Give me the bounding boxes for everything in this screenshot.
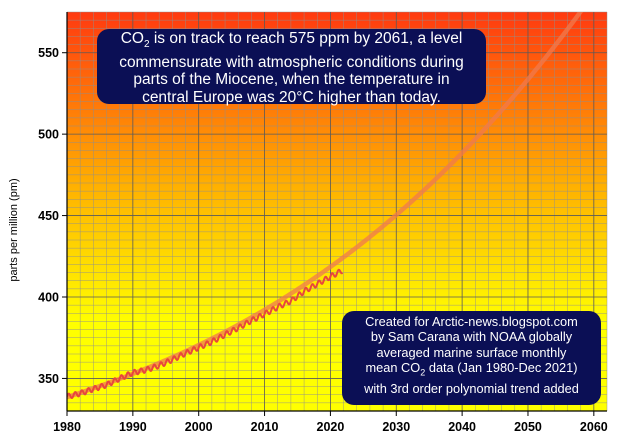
y-axis-label-wrap: parts per million (pm) [4, 130, 24, 330]
y-tick-label: 550 [38, 46, 59, 60]
x-ticks: 1980 1990 2000 2010 2020 2030 2040 2050 2060 [53, 411, 608, 434]
y-tick-label: 450 [38, 209, 59, 223]
x-tick-label: 2020 [317, 420, 345, 434]
y-tick-label: 400 [38, 291, 59, 305]
y-tick-label: 500 [38, 128, 59, 142]
annotation-top-line-2: commensurate with atmospheric conditions… [119, 53, 464, 71]
annotation-top-line-3: parts of the Miocene, when the temperatu… [133, 71, 450, 89]
annotation-bottom-line-1: Created for Arctic-news.blogspot.com [365, 314, 578, 329]
x-tick-label: 2010 [251, 420, 279, 434]
trend-line [67, 12, 584, 400]
annotation-box-top: CO2 is on track to reach 575 ppm by 2061… [97, 29, 486, 106]
x-tick-label: 2030 [382, 420, 410, 434]
series-layer [67, 12, 584, 400]
x-tick-label: 1980 [53, 420, 81, 434]
annotation-bottom-line-2: by Sam Carana with NOAA globally [370, 329, 573, 345]
y-ticks: 350 400 450 500 550 [38, 46, 67, 386]
measured-co2-line [67, 268, 344, 400]
y-tick-label: 350 [38, 372, 59, 386]
x-tick-label: 2050 [514, 420, 542, 434]
annotation-bottom-line-4: mean CO2 data (Jan 1980-Dec 2021) [365, 359, 578, 378]
annotation-top-line-1: CO2 is on track to reach 575 ppm by 2061… [120, 30, 463, 51]
x-tick-label: 2040 [448, 420, 476, 434]
annotation-bottom-line-3: averaged marine surface monthly [376, 344, 567, 360]
annotation-top-line-4: central Europe was 20°C higher than toda… [142, 88, 441, 106]
annotation-bottom-line-5: with 3rd order polynomial trend added [364, 380, 579, 396]
y-axis-label: parts per million (pm) [8, 178, 20, 282]
x-tick-label: 2000 [185, 420, 213, 434]
x-tick-label: 1990 [119, 420, 147, 434]
annotation-box-bottom: Created for Arctic-news.blogspot.com by … [342, 311, 601, 405]
x-tick-label: 2060 [580, 420, 608, 434]
